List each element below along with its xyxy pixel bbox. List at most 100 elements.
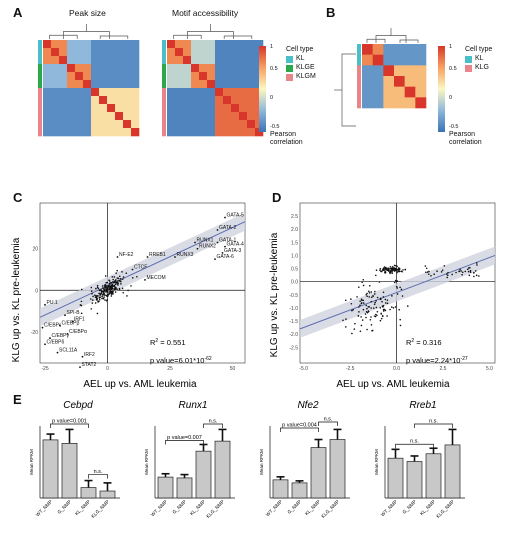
data-point	[115, 281, 118, 284]
data-point	[379, 269, 381, 271]
data-point	[386, 269, 388, 271]
heatmap-cell	[51, 104, 60, 113]
category-label: KL_NMP	[304, 499, 322, 517]
heatmap-cell	[123, 112, 132, 121]
heatmap-cell	[175, 56, 184, 65]
data-point	[374, 290, 376, 293]
data-point	[108, 279, 110, 281]
data-point	[102, 294, 104, 296]
heatmap-cell	[191, 112, 200, 121]
data-point	[372, 295, 375, 297]
significance-bracket	[414, 423, 453, 428]
data-point	[95, 299, 98, 301]
bar	[195, 450, 212, 499]
point-label: C/EBPβ	[62, 321, 80, 327]
heatmap-cell	[51, 128, 60, 137]
cell-type-label-klge: KLGE	[296, 64, 315, 71]
heatmap-cell	[115, 88, 124, 97]
heatmap-cell	[199, 120, 208, 129]
heatmap-cell	[231, 112, 240, 121]
bar	[272, 479, 289, 499]
dendrogram-branch	[49, 34, 78, 39]
data-point	[118, 275, 121, 278]
bar-chart-cebpd: Cebpd Mean RPKM WT_NMP G_NMP KL_NMP KLG_NMP p …	[29, 400, 120, 520]
data-point	[440, 271, 443, 273]
heatmap-cell	[383, 86, 395, 98]
labeled-point	[59, 324, 61, 327]
row-annotation	[38, 88, 42, 97]
data-point	[131, 277, 134, 279]
row-annotation	[162, 80, 166, 89]
heatmap-cell	[215, 40, 224, 49]
data-point	[120, 283, 122, 285]
data-point	[117, 282, 120, 284]
data-point	[374, 274, 377, 277]
heatmap-cell	[183, 128, 192, 137]
heatmap-motif-accessibility	[162, 40, 264, 137]
heatmap-cell	[67, 48, 76, 57]
data-point	[378, 281, 381, 283]
heatmap-cell	[59, 72, 68, 81]
data-point	[475, 262, 478, 264]
data-point	[121, 278, 124, 280]
data-point	[360, 301, 363, 304]
data-point	[366, 295, 368, 298]
data-point	[384, 266, 387, 269]
heatmap-cell	[199, 64, 208, 73]
heatmap-cell	[167, 56, 176, 65]
heatmap-cell	[223, 96, 232, 105]
plot-frame	[39, 202, 246, 364]
data-point	[361, 281, 363, 284]
data-point	[370, 324, 373, 326]
significance-bracket	[203, 423, 223, 428]
data-point	[106, 291, 109, 293]
labeled-point	[144, 278, 146, 281]
data-point	[370, 307, 372, 309]
heatmap-title-motif-accessibility: Motif accessibility	[172, 8, 239, 18]
data-point	[391, 267, 394, 270]
heatmap-cell	[107, 72, 116, 81]
bar	[291, 482, 308, 499]
heatmap-cell	[67, 64, 76, 73]
heatmap-cell	[239, 56, 248, 65]
x-tick-label: -5.0	[299, 366, 308, 372]
significance-bracket	[395, 443, 434, 449]
heatmap-cell	[223, 40, 232, 49]
heatmap-cell	[247, 56, 256, 65]
data-point	[389, 267, 391, 270]
data-point	[371, 329, 373, 332]
heatmap-cell	[183, 72, 192, 81]
data-point	[94, 302, 97, 304]
data-point	[379, 267, 382, 270]
point-label: SCL11A	[59, 348, 78, 354]
data-point	[365, 316, 367, 319]
data-point	[110, 295, 113, 297]
heatmap-cell	[43, 48, 52, 57]
data-point	[399, 286, 401, 289]
data-point	[99, 294, 101, 296]
heatmap-cell	[199, 48, 208, 57]
data-point	[111, 276, 114, 278]
heatmap-cell	[239, 112, 248, 121]
heatmap-cell	[175, 80, 184, 89]
point-label: IRF2	[84, 352, 95, 358]
data-point	[362, 284, 365, 287]
x-axis-label-c: AEL up vs. AML leukemia	[83, 379, 197, 390]
heatmap-cell	[131, 40, 140, 49]
data-point	[96, 284, 99, 287]
data-point	[396, 293, 399, 295]
data-point	[383, 266, 386, 268]
heatmap-cell	[247, 64, 256, 73]
heatmap-cell	[59, 112, 68, 121]
data-point	[475, 274, 478, 277]
heatmap-cell	[231, 96, 240, 105]
heatmap-cell	[59, 88, 68, 97]
data-point	[106, 287, 108, 289]
heatmap-cell	[362, 44, 373, 55]
heatmap-cell	[207, 96, 216, 105]
row-annotation	[38, 96, 42, 105]
heatmap-cell	[215, 80, 224, 89]
heatmap-cell	[115, 96, 124, 105]
heatmap-cell	[67, 40, 76, 49]
data-point	[379, 307, 382, 309]
